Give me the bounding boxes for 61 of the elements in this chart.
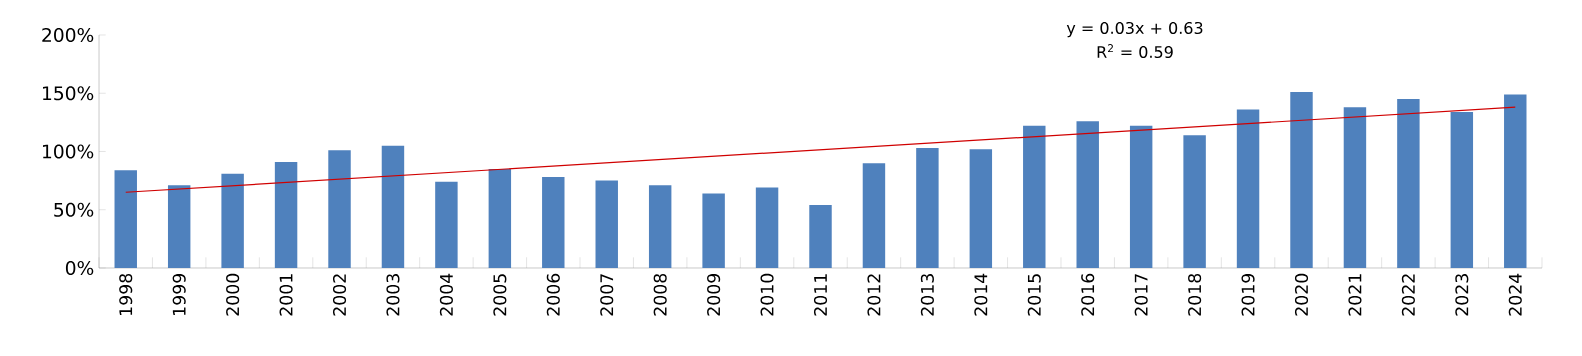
bar (435, 181, 458, 268)
bar (274, 161, 298, 268)
x-tick-label: 2013 (920, 274, 934, 316)
bar (114, 170, 137, 268)
x-tick-label: 1998 (119, 273, 133, 315)
bar (809, 205, 832, 268)
bar (595, 180, 618, 268)
x-tick-label: 2019 (1241, 273, 1255, 316)
bar (702, 193, 725, 268)
x-tick-label: 2006 (546, 273, 560, 316)
y-tick-label: 50% (54, 202, 94, 217)
bar (1397, 99, 1420, 268)
bar (1343, 107, 1367, 268)
x-tick-label: 2017 (1134, 274, 1148, 316)
x-tick-label: 2005 (493, 274, 507, 316)
x-tick-label: 2010 (760, 273, 774, 316)
bar (381, 145, 405, 268)
y-tick-label: 200% (42, 27, 94, 43)
y-tick-label: 100% (43, 144, 94, 159)
x-tick-label: 2018 (1188, 273, 1202, 316)
x-tick-label: 2011 (813, 274, 828, 316)
x-tick-label: 2023 (1455, 274, 1469, 316)
bar (648, 185, 672, 268)
bar (1504, 94, 1527, 268)
bar (755, 187, 779, 268)
bar (969, 149, 993, 268)
bar (542, 177, 565, 268)
x-tick-label: 1999 (172, 273, 186, 315)
x-tick-label: 2003 (386, 274, 400, 316)
x-tick-label: 2002 (332, 274, 347, 316)
y-tick-label: 150% (43, 86, 94, 101)
annotation: R$^{2}$ = 0.59 (1097, 44, 1173, 59)
bar (1236, 109, 1260, 268)
bar (1129, 125, 1153, 268)
bar (328, 150, 351, 268)
x-tick-label: 2021 (1348, 274, 1362, 316)
y-tick-label: 0% (65, 260, 94, 276)
x-tick-label: 2024 (1508, 273, 1522, 316)
x-tick-label: 2007 (600, 274, 614, 316)
bar (167, 185, 191, 268)
x-tick-label: 2015 (1027, 274, 1041, 316)
bar (1076, 121, 1099, 268)
bar (1450, 111, 1474, 268)
bar (221, 173, 244, 268)
x-tick-label: 2009 (707, 273, 721, 316)
x-tick-label: 2000 (226, 273, 240, 316)
annotation: y = 0.03x + 0.63 (1066, 21, 1203, 38)
bar (488, 168, 512, 268)
x-tick-label: 2012 (867, 274, 881, 316)
bar (1183, 135, 1206, 268)
bar (916, 148, 939, 268)
x-tick-label: 2016 (1081, 273, 1095, 316)
bar (1290, 92, 1313, 268)
bar (1023, 125, 1046, 268)
bar (862, 163, 886, 268)
x-tick-label: 2022 (1401, 274, 1415, 316)
x-tick-label: 2020 (1294, 273, 1309, 316)
x-tick-label: 2004 (439, 273, 453, 316)
x-tick-label: 2008 (653, 273, 667, 316)
x-tick-label: 2014 (974, 273, 988, 316)
x-tick-label: 2001 (279, 274, 293, 316)
